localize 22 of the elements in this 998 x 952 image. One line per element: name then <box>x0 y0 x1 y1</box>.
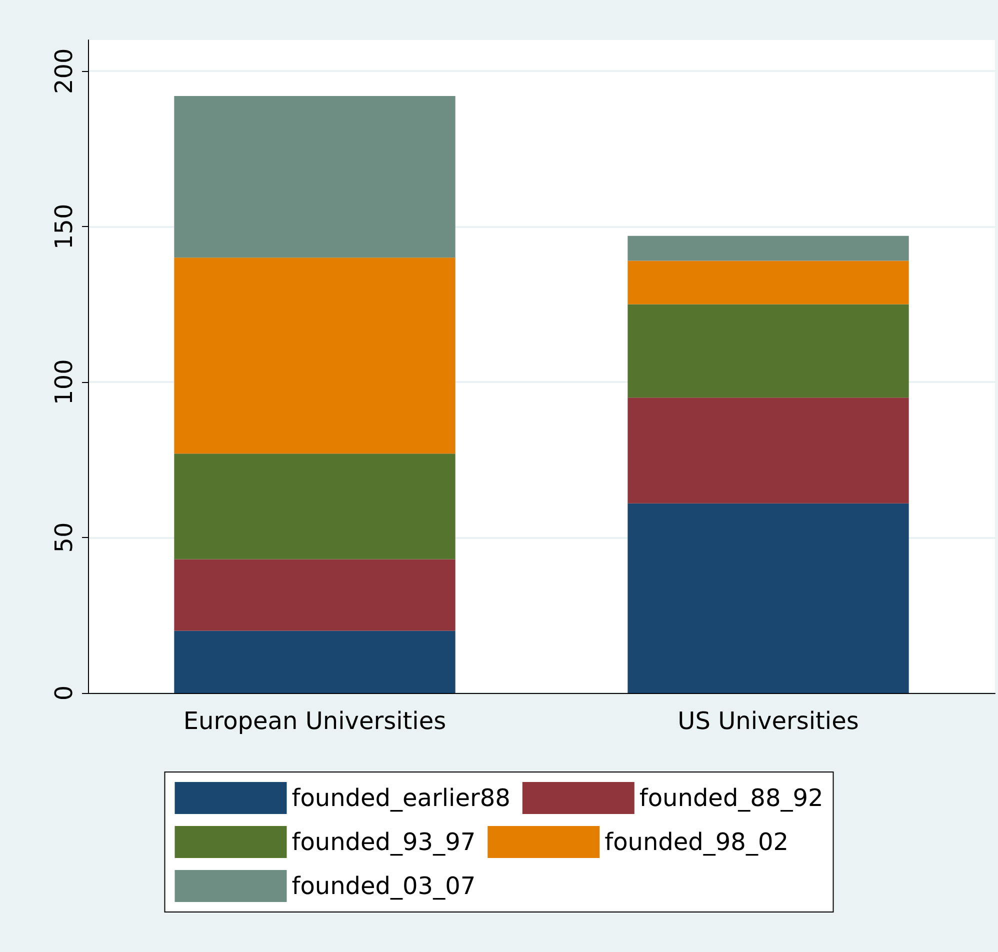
legend-label: founded_03_07 <box>292 872 476 900</box>
bar <box>174 454 456 560</box>
bar <box>174 96 456 258</box>
x-tick-label: European Universities <box>183 707 446 735</box>
bar <box>174 559 456 631</box>
bar <box>628 236 909 261</box>
bar <box>174 630 456 693</box>
bar <box>628 503 909 693</box>
x-tick-label: US Universities <box>678 707 859 735</box>
legend-label: founded_93_97 <box>292 828 476 856</box>
legend-label: founded_earlier88 <box>292 784 510 812</box>
y-tick-label: 200 <box>50 48 78 94</box>
y-tick-label: 0 <box>50 685 78 701</box>
y-tick-label: 100 <box>50 359 78 405</box>
bar <box>628 260 909 304</box>
bar <box>174 258 456 454</box>
y-tick-label: 150 <box>50 204 78 250</box>
y-tick-label: 50 <box>50 522 78 553</box>
bar <box>628 304 909 398</box>
legend-label: founded_98_02 <box>604 828 788 856</box>
bar <box>628 398 909 504</box>
legend-label: founded_88_92 <box>639 784 824 812</box>
